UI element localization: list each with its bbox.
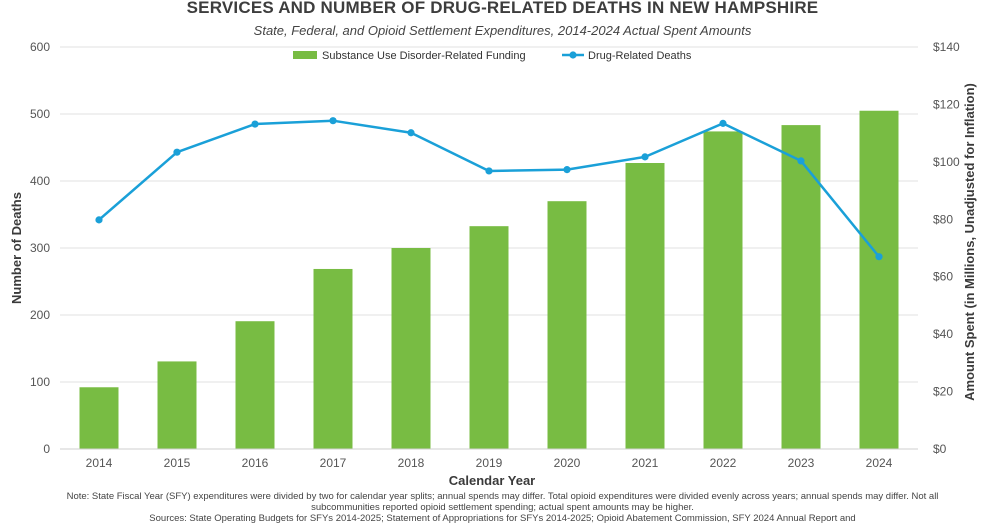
y-tick-label: 0 <box>43 442 50 456</box>
x-tick-label: 2019 <box>476 456 503 470</box>
y2-tick-label: $100 <box>933 155 960 169</box>
x-tick-label: 2015 <box>164 456 191 470</box>
funding-bar <box>391 248 431 449</box>
deaths-point <box>407 129 415 137</box>
y-tick-label: 200 <box>30 308 50 322</box>
y-tick-label: 300 <box>30 241 50 255</box>
x-tick-label: 2017 <box>320 456 347 470</box>
funding-bar <box>547 201 587 449</box>
funding-bar <box>157 361 197 449</box>
funding-bar <box>313 268 353 449</box>
y2-tick-label: $0 <box>933 442 947 456</box>
x-tick-label: 2018 <box>398 456 425 470</box>
deaths-point <box>485 167 493 175</box>
y-tick-label: 500 <box>30 107 50 121</box>
y2-tick-label: $120 <box>933 97 960 111</box>
x-tick-label: 2023 <box>788 456 815 470</box>
y-tick-label: 600 <box>30 40 50 54</box>
funding-bar <box>469 226 509 449</box>
y2-tick-label: $20 <box>933 385 953 399</box>
funding-bar <box>703 131 743 450</box>
y2-tick-label: $80 <box>933 212 953 226</box>
deaths-point <box>563 166 571 174</box>
deaths-point <box>95 216 103 224</box>
sources-text: Sources: State Operating Budgets for SFY… <box>149 513 856 524</box>
legend-label-funding: Substance Use Disorder-Related Funding <box>322 50 526 62</box>
chart-title: SERVICES AND NUMBER OF DRUG-RELATED DEAT… <box>186 0 819 17</box>
y2-tick-label: $140 <box>933 40 960 54</box>
combo-chart: 0 100 200 300 400 500 600 $0 $20 $40 $60 $80 $100 $12… <box>9 40 977 488</box>
deaths-point <box>641 153 649 161</box>
deaths-point <box>797 157 805 165</box>
x-tick-label: 2024 <box>866 456 893 470</box>
funding-bar <box>79 387 119 449</box>
x-tick-label: 2020 <box>554 456 581 470</box>
x-axis-title: Calendar Year <box>449 473 535 488</box>
funding-bar <box>859 110 899 449</box>
chart-subtitle: State, Federal, and Opioid Settlement Ex… <box>253 23 752 38</box>
deaths-point <box>329 117 337 125</box>
funding-bar <box>235 321 275 449</box>
funding-bar <box>781 125 821 450</box>
x-tick-label: 2014 <box>86 456 113 470</box>
deaths-point <box>875 253 883 261</box>
x-tick-label: 2021 <box>632 456 659 470</box>
deaths-point <box>251 120 259 128</box>
legend-swatch-funding <box>293 51 317 59</box>
y-tick-label: 400 <box>30 174 50 188</box>
y-axis-title: Number of Deaths <box>9 192 24 304</box>
y2-tick-label: $40 <box>933 327 953 341</box>
note-text: Note: State Fiscal Year (SFY) expenditur… <box>66 491 939 513</box>
deaths-point <box>719 119 727 127</box>
x-tick-label: 2016 <box>242 456 269 470</box>
y2-axis-title: Amount Spent (in Millions, Unadjusted fo… <box>962 83 977 401</box>
y-tick-label: 100 <box>30 375 50 389</box>
funding-bar <box>625 163 665 449</box>
chart-footnote: Note: State Fiscal Year (SFY) expenditur… <box>60 491 945 524</box>
legend-marker-deaths <box>569 51 577 59</box>
y2-tick-label: $60 <box>933 270 953 284</box>
legend-label-deaths: Drug-Related Deaths <box>588 50 692 62</box>
deaths-point <box>173 148 181 156</box>
x-tick-label: 2022 <box>710 456 737 470</box>
